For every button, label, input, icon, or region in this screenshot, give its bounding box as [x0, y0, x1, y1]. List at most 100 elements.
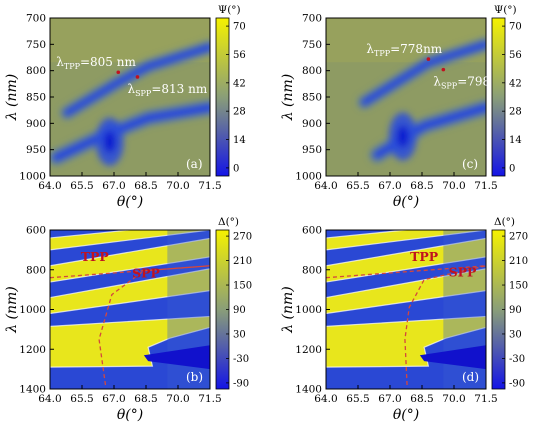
- colorbar-tick-label: 90: [509, 305, 522, 316]
- colorbar-tick-label: 270: [509, 232, 528, 243]
- y-axis-label: λ (nm): [4, 74, 20, 122]
- y-tick-label: 850: [26, 92, 46, 104]
- annotation-tpp: TPP: [81, 249, 110, 264]
- resonance-dip-core: [396, 125, 409, 148]
- phase-stripe-edge-2: [326, 237, 486, 283]
- x-tick-label: 71.5: [198, 180, 221, 192]
- colorbar-tick-label: 28: [233, 107, 246, 118]
- x-tick-label: 71.5: [198, 393, 221, 405]
- y-axis-label: λ (nm): [280, 286, 296, 334]
- y-tick-label: 1200: [295, 344, 322, 356]
- panel-label: (a): [186, 157, 203, 171]
- colorbar-tick-label: 90: [233, 305, 246, 316]
- colorbar: -90 -30 30 90 150 210 270 Δ(°): [215, 216, 252, 390]
- lower-resonance-band: [52, 104, 210, 162]
- x-tick-label: 64.0: [38, 180, 61, 192]
- y-tick-label: 900: [302, 118, 322, 130]
- colorbar-tick-label: -30: [233, 354, 249, 365]
- panel-a: 64.0 65.5 67.0 68.5 70.0 71.57007508008509009…: [4, 4, 246, 210]
- panel-c: 64.0 65.5 67.0 68.5 70.0 71.57007508008509009…: [280, 4, 522, 210]
- x-tick-label: 70.0: [442, 393, 465, 405]
- panel-label: (b): [186, 370, 203, 384]
- annotation-marker: [116, 70, 121, 75]
- upper-resonance-band: [64, 43, 210, 116]
- annotation-spp: SPP: [449, 265, 477, 280]
- plot-area: [326, 18, 486, 176]
- colorbar-tick-label: 210: [233, 256, 252, 267]
- phase-notch: [419, 345, 486, 370]
- colorbar-tick-label: 42: [233, 78, 246, 89]
- annotation-tpp: λTPP=805 nm: [56, 55, 136, 71]
- x-tick-label: 70.0: [166, 393, 189, 405]
- colorbar-tick-label: 150: [233, 281, 252, 292]
- phase-stripe-edge-4: [326, 315, 486, 368]
- x-tick-label: 65.5: [70, 393, 93, 405]
- x-tick-label: 68.5: [134, 180, 157, 192]
- panel-b: 64.0 65.5 67.0 68.5 70.0 71.5 600 800 1000 1200 14…: [4, 216, 252, 423]
- plot-area: [50, 230, 210, 389]
- colorbar-tick-label: -90: [509, 378, 525, 389]
- y-tick-label: 1400: [19, 384, 46, 396]
- x-tick-label: 64.0: [314, 393, 337, 405]
- phase-notch: [143, 345, 210, 370]
- y-tick-label: 800: [26, 264, 46, 276]
- x-axis-label: θ(°): [393, 194, 419, 210]
- x-tick-label: 67.0: [102, 393, 125, 405]
- x-axis-label: θ(°): [117, 194, 143, 210]
- x-axis-label: θ(°): [117, 407, 143, 423]
- annotation-marker: [135, 75, 140, 79]
- y-tick-label: 750: [26, 39, 46, 51]
- colorbar-tick-label: 210: [509, 256, 528, 267]
- x-tick-label: 65.5: [346, 180, 369, 192]
- annotation-spp: SPP: [132, 266, 160, 281]
- colorbar-tick-label: 56: [509, 50, 522, 61]
- y-tick-label: 900: [26, 118, 46, 130]
- y-tick-label: 1000: [295, 304, 322, 316]
- y-tick-label: 700: [26, 13, 46, 25]
- colorbar-tick-label: 0: [509, 163, 515, 174]
- x-tick-label: 67.0: [378, 393, 401, 405]
- x-tick-label: 65.5: [346, 393, 369, 405]
- colorbar-tick-label: 42: [509, 78, 522, 89]
- colorbar-gradient: [491, 17, 506, 177]
- x-tick-label: 67.0: [378, 180, 401, 192]
- resonance-dip-core: [103, 130, 116, 153]
- plot-area: [50, 18, 210, 176]
- phase-stripe-2: [326, 238, 486, 283]
- y-tick-label: 1000: [19, 304, 46, 316]
- x-tick-label: 68.5: [410, 393, 433, 405]
- y-tick-label: 700: [302, 13, 322, 25]
- y-axis-label: λ (nm): [280, 74, 296, 122]
- colorbar-gradient: [215, 17, 230, 177]
- colorbar-tick-label: 30: [233, 329, 246, 340]
- upper-resonance-band: [361, 41, 486, 106]
- y-tick-label: 950: [302, 144, 322, 156]
- phase-stripe-edge-4: [50, 315, 210, 368]
- colorbar-title: Δ(°): [218, 216, 239, 228]
- x-tick-label: 68.5: [134, 393, 157, 405]
- y-tick-label: 1000: [19, 171, 46, 183]
- colorbar-tick-label: -90: [233, 378, 249, 389]
- colorbar: -90 -30 30 90 150 210 270 Δ(°): [491, 216, 528, 390]
- colorbar-title: Δ(°): [494, 216, 515, 228]
- plot-area: [326, 230, 486, 389]
- spp-dashed-curve: [98, 265, 210, 386]
- x-tick-label: 70.0: [442, 180, 465, 192]
- y-tick-label: 1400: [295, 384, 322, 396]
- x-tick-label: 64.0: [314, 180, 337, 192]
- x-axis-label: θ(°): [393, 407, 419, 423]
- tpp-dashed-line: [50, 265, 210, 279]
- y-tick-label: 1200: [19, 344, 46, 356]
- colorbar-title: Ψ(°): [494, 4, 517, 16]
- panel-d: 64.0 65.5 67.0 68.5 70.0 71.5 600 800 1000 1200 14…: [280, 216, 528, 423]
- y-axis-label: λ (nm): [4, 286, 20, 334]
- colorbar-title: Ψ(°): [218, 4, 241, 16]
- heatmap-features: [357, 37, 486, 163]
- phase-stripe-4: [326, 316, 486, 368]
- phase-stripe-4: [50, 316, 210, 368]
- heatmap-features: [50, 40, 210, 166]
- x-tick-label: 65.5: [70, 180, 93, 192]
- colorbar-tick-label: 56: [233, 50, 246, 61]
- colorbar-tick-label: 14: [233, 135, 246, 146]
- annotation-spp: λSPP=813 nm: [127, 82, 207, 98]
